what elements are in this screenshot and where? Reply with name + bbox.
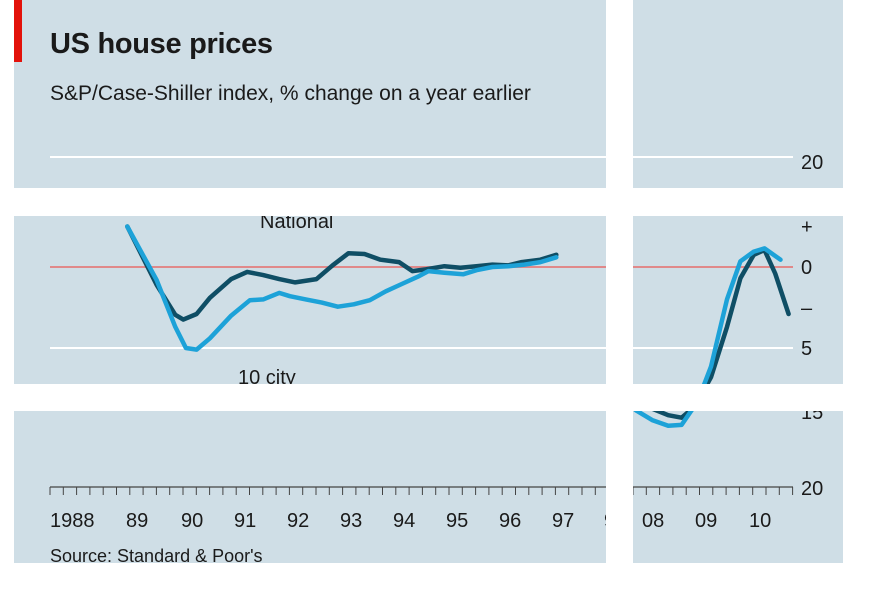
series-line-national bbox=[125, 224, 559, 322]
x-tick-label: 94 bbox=[393, 510, 415, 532]
middle-panel-right: +0 – 5 bbox=[633, 216, 843, 384]
x-tick-label: 89 bbox=[126, 510, 148, 532]
bottom-panel-left: 1988 89 90 91 92 93 94 95 96 97 9 Source: Standard… bbox=[14, 411, 606, 563]
x-tick-label: 92 bbox=[287, 510, 309, 532]
x-tick-label: 96 bbox=[499, 510, 521, 532]
y-tick-label: + bbox=[801, 217, 813, 239]
gridline-20-left bbox=[50, 156, 606, 158]
series-annotation: National bbox=[260, 216, 333, 233]
chart-title: US house prices bbox=[50, 28, 273, 60]
x-tick-label: 97 bbox=[552, 510, 574, 532]
x-tick-label: 91 bbox=[234, 510, 256, 532]
chart-source: Source: Standard & Poor's bbox=[50, 546, 263, 563]
y-tick-label: 0 bbox=[801, 257, 812, 279]
x-tick-label: 09 bbox=[695, 510, 717, 532]
series-line-10-city bbox=[125, 224, 559, 352]
y-tick-label: – bbox=[801, 298, 813, 320]
chart-subtitle: S&P/Case-Shiller index, % change on a ye… bbox=[50, 82, 531, 105]
x-tick-label: 08 bbox=[642, 510, 664, 532]
y-tick-20-top: 20 bbox=[801, 152, 823, 174]
header-panel: US house prices S&P/Case-Shiller index, … bbox=[14, 0, 606, 188]
x-tick-label: 10 bbox=[749, 510, 771, 532]
y-tick-label: 15 bbox=[801, 411, 823, 424]
brand-red-bar bbox=[14, 0, 22, 62]
x-tick-label: 90 bbox=[181, 510, 203, 532]
y-tick-label: 5 bbox=[801, 338, 812, 360]
x-tick-label: 1988 bbox=[50, 510, 95, 532]
series-annotation: 10 city bbox=[238, 367, 296, 384]
x-tick-label: 93 bbox=[340, 510, 362, 532]
x-tick-label: 9 bbox=[604, 510, 606, 532]
bottom-panel-right: 15 20 08 09 10 bbox=[633, 411, 843, 563]
y-tick-label: 20 bbox=[801, 478, 823, 500]
header-panel-right: 20 bbox=[633, 0, 843, 188]
series-line-10-city bbox=[701, 246, 783, 384]
middle-panel-left: National 10 city bbox=[14, 216, 606, 384]
series-line-national bbox=[651, 411, 693, 420]
x-tick-label: 95 bbox=[446, 510, 468, 532]
series-line-10-city bbox=[633, 411, 694, 429]
